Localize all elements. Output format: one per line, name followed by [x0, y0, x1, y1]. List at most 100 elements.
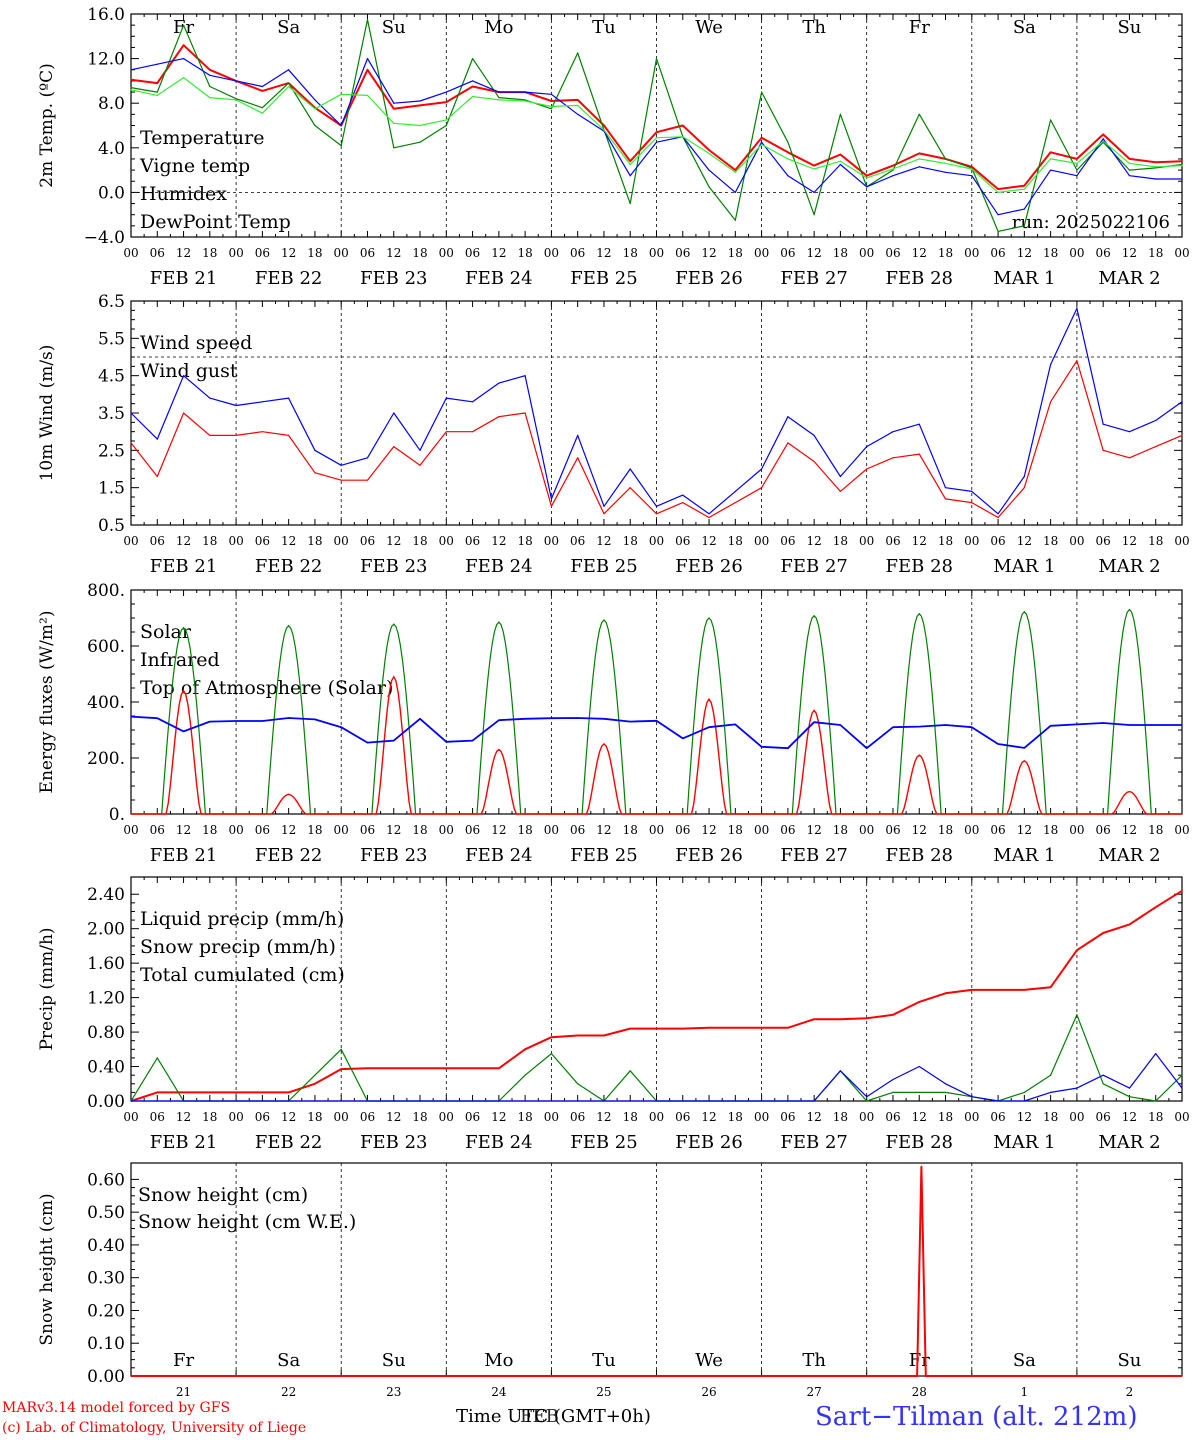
panel-4: 2.40 2.00 1.60 1.20 0.80 0.40 0.00 Precip (mm/h… [37, 876, 1190, 1153]
date-label: FEB 26 [675, 845, 742, 866]
hour-tick-label: 06 [885, 246, 900, 260]
series-vigne-temp-point [918, 113, 920, 115]
station-title: Sart−Tilman (alt. 212m) [815, 1402, 1138, 1432]
series-wind-gust-point [971, 490, 973, 492]
legend-entry: Snow height (cm) [138, 1184, 308, 1206]
hour-tick-label: 12 [386, 246, 401, 260]
series-infrared-point [997, 743, 999, 745]
hour-tick-label: 00 [754, 823, 769, 837]
hour-tick-label: 00 [964, 823, 979, 837]
series-wind-gust-point [1076, 307, 1078, 310]
series-vigne-temp-point [156, 91, 158, 93]
series-vigne-temp-point [445, 124, 447, 127]
series-wind-speed-point [340, 479, 342, 481]
series-wind-gust-point [366, 457, 369, 459]
series-total-cumulated-cm--point [603, 1034, 605, 1037]
series-wind-speed-point [603, 513, 605, 515]
date-label: FEB 23 [360, 268, 427, 289]
hour-tick-label: 06 [360, 1110, 375, 1124]
series-total-cumulated-cm--point [314, 1083, 316, 1085]
y-tick-label: 16.0 [87, 5, 125, 25]
series-liquid-precip-mm-h--point [629, 1070, 631, 1072]
solar-peak-point [1128, 791, 1131, 793]
series-snow-precip-mm-h--point [1181, 1087, 1183, 1089]
series-total-cumulated-cm--point [997, 989, 999, 991]
hour-tick-label: 18 [412, 246, 427, 260]
hour-tick-label: 12 [1122, 1110, 1137, 1124]
series-wind-gust-point [524, 375, 526, 377]
series-vigne-temp-point [761, 91, 763, 93]
hour-tick-label: 18 [1148, 246, 1163, 260]
y-tick-label: 0.60 [87, 1170, 125, 1190]
series-liquid-precip-mm-h--point [1155, 1100, 1157, 1102]
legend-entry: Snow height (cm W.E.) [138, 1211, 356, 1233]
series-infrared-point [787, 747, 789, 749]
series-dewpoint-temp-point [419, 124, 421, 127]
hour-tick-label: 06 [675, 1110, 690, 1124]
series-snow-precip-mm-h--point [708, 1100, 710, 1102]
series-dewpoint-temp-point [708, 152, 710, 154]
series-vigne-temp-point [971, 167, 973, 169]
hour-tick-label: 18 [938, 823, 953, 837]
series-temperature-point [997, 188, 999, 190]
series-snow-precip-mm-h--point [866, 1096, 868, 1098]
series-wind-speed-point [445, 431, 447, 433]
series-vigne-temp-point [839, 113, 842, 115]
series-humidex-point [629, 175, 631, 177]
series-snow-precip-mm-h--point [577, 1100, 579, 1102]
series-humidex-point [866, 186, 868, 188]
series-infrared-point [1128, 724, 1131, 726]
series-liquid-precip-mm-h--point [1181, 1074, 1183, 1076]
weekday-label: Th [802, 1350, 826, 1371]
series-vigne-temp-point [1076, 169, 1078, 171]
y-tick-label: 0.5 [98, 516, 125, 536]
series-wind-speed-point [209, 434, 211, 436]
hour-tick-label: 18 [1043, 1110, 1058, 1124]
hour-tick-label: 12 [386, 1110, 401, 1124]
legend-entry: Humidex [140, 183, 227, 205]
hour-tick-label: 00 [1174, 823, 1189, 837]
y-tick-label: 0.30 [87, 1269, 125, 1289]
series-infrared-point [761, 746, 763, 748]
series-vigne-temp-point [813, 214, 815, 216]
legend-entry: Liquid precip (mm/h) [140, 908, 344, 930]
series-total-cumulated-cm--point [813, 1018, 815, 1020]
hour-tick-label: 00 [123, 246, 138, 260]
series-infrared-point [261, 720, 263, 722]
series-wind-gust-point [209, 397, 211, 399]
date-label: FEB 22 [255, 845, 322, 866]
date-label: FEB 27 [780, 845, 847, 866]
date-label: FEB 22 [255, 1132, 322, 1153]
series-wind-speed-point [550, 505, 553, 507]
hour-tick-label: 06 [570, 1110, 585, 1124]
series-wind-speed-point [235, 434, 237, 436]
y-tick-label: 1.60 [87, 954, 125, 974]
series-infrared-point [971, 726, 973, 728]
date-label: FEB 21 [150, 268, 217, 289]
solar-peak-point [498, 749, 500, 751]
hour-tick-label: 00 [544, 246, 559, 260]
hour-tick-label: 00 [228, 823, 243, 837]
series-snow-precip-mm-h--point [892, 1078, 894, 1081]
series-temperature-point [419, 104, 421, 107]
series-dewpoint-temp-point [288, 85, 290, 88]
hour-tick-label: 06 [465, 823, 480, 837]
hour-tick-label: 06 [465, 246, 480, 260]
series-dewpoint-temp-point [839, 160, 842, 162]
series-humidex-point [1050, 169, 1052, 171]
series-dewpoint-temp-point [892, 168, 894, 170]
series-wind-speed-point [918, 453, 920, 455]
hour-tick-label: 18 [307, 246, 322, 260]
panel-3: 800. 600. 400. 200. 0. Energy fluxes (W/m²) 00… [37, 581, 1190, 866]
panel-2: 6.5 5.5 4.5 3.5 2.5 1.5 0.5 10m Wind (m/s) 00 06 1… [37, 292, 1190, 577]
series-wind-gust-point [393, 412, 395, 414]
series-dewpoint-temp-point [629, 163, 631, 166]
solar-peak-point [1023, 760, 1025, 762]
series-snow-precip-mm-h--point [1155, 1053, 1157, 1055]
series-temperature-point [393, 108, 395, 110]
snow-height-peak-point [920, 1165, 923, 1167]
series-snow-precip-mm-h--point [944, 1083, 947, 1085]
series-infrared-point [156, 717, 158, 719]
toa-peak-point [708, 617, 710, 619]
y-tick-label: 400. [87, 693, 125, 713]
